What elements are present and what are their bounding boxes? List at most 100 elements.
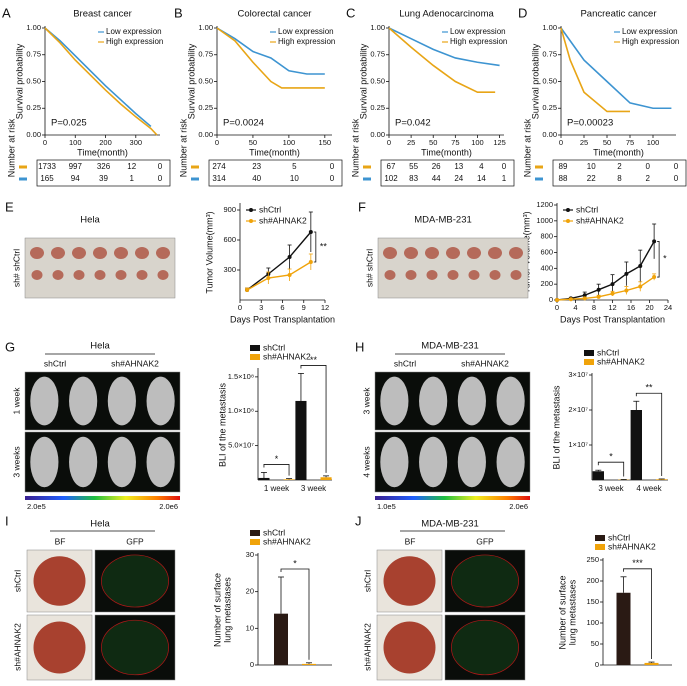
y-tick-label: 250 — [586, 555, 599, 564]
y-tick-label: 0.75 — [542, 50, 557, 59]
row-label: sh#AHNAK2 — [12, 623, 22, 671]
risk-count: 24 — [454, 174, 463, 183]
x-tick-label: 300 — [130, 138, 143, 147]
lung-outline — [101, 554, 169, 608]
significance: ** — [320, 241, 328, 251]
x-tick-label: 0 — [43, 138, 47, 147]
y-tick-label: 0.75 — [370, 50, 385, 59]
mouse — [107, 376, 136, 426]
point — [652, 275, 657, 280]
tumor — [510, 270, 522, 280]
significance-bracket — [313, 231, 317, 263]
y-tick-label: 0.25 — [370, 103, 385, 112]
bar — [283, 479, 295, 480]
x-tick-label: 6 — [280, 303, 284, 312]
x-tick-label: 16 — [627, 303, 635, 312]
y-tick-label: 200 — [540, 279, 553, 288]
column-label: GFP — [476, 536, 494, 546]
risk-count: 165 — [40, 174, 54, 183]
panel-letter: B — [174, 5, 183, 20]
risk-swatch — [191, 165, 199, 169]
point — [610, 282, 615, 287]
row-label: sh# shCtrl — [11, 249, 21, 287]
y-axis-title: Number of surface — [557, 575, 567, 649]
risk-table — [36, 159, 171, 187]
legend-label: shCtrl — [263, 342, 285, 352]
risk-count: 94 — [71, 174, 80, 183]
row-label: shCtrl — [362, 570, 372, 592]
y-tick-label: 1.5×10⁸ — [228, 372, 254, 381]
x-tick-label: 3 — [259, 303, 263, 312]
tumor — [467, 247, 481, 259]
panel-title: MDA-MB-231 — [414, 215, 472, 226]
survival-curve — [388, 27, 500, 67]
row-label: 4 weeks — [361, 446, 371, 477]
x-tick-label: 3 week — [598, 484, 624, 493]
y-tick-label: 400 — [540, 263, 553, 272]
y-tick-label: 1.00 — [370, 23, 385, 32]
point — [610, 291, 615, 296]
y-tick-label: 100 — [586, 618, 599, 627]
y-tick-label: 0.75 — [26, 50, 41, 59]
legend-swatch — [584, 359, 594, 365]
lung-outline — [451, 619, 519, 676]
y-axis-title: Survival probability — [186, 43, 196, 119]
tumor — [488, 247, 502, 259]
y-tick-label: 1200 — [536, 200, 553, 209]
x-tick-label: 75 — [451, 138, 459, 147]
risk-label: Number at risk — [350, 118, 360, 177]
survival-curve — [216, 27, 325, 75]
y-axis-title: BLI of the metastasis — [217, 382, 227, 467]
y-tick-label: 0.00 — [370, 130, 385, 139]
risk-count: 102 — [384, 174, 398, 183]
x-tick-label: 20 — [645, 303, 653, 312]
risk-count: 12 — [127, 162, 136, 171]
tumor — [384, 270, 396, 280]
scale-label: 1.0e5 — [377, 502, 396, 511]
mouse — [496, 436, 525, 488]
y-axis-title: Survival probability — [358, 43, 368, 119]
panel-letter: C — [346, 5, 355, 20]
risk-count: 4 — [479, 162, 484, 171]
lung-outline — [101, 619, 169, 676]
lung — [33, 621, 86, 674]
point — [582, 296, 587, 301]
risk-swatch — [535, 177, 543, 181]
point — [308, 260, 313, 264]
tumor — [156, 247, 170, 259]
tumor — [405, 270, 417, 280]
tumor — [425, 247, 439, 259]
row-label: sh#AHNAK2 — [362, 623, 372, 671]
legend-label: sh#AHNAK2 — [576, 215, 624, 225]
y-tick-label: 0 — [250, 660, 254, 669]
y-tick-label: 600 — [540, 247, 553, 256]
y-tick-label: 1.00 — [198, 23, 213, 32]
risk-count: 5 — [292, 162, 297, 171]
y-axis-title: BLI of the metastasis — [551, 385, 561, 470]
y-axis-title: lung metastases — [222, 577, 232, 643]
risk-label: Number at risk — [178, 118, 188, 177]
x-tick-label: 12 — [608, 303, 616, 312]
risk-count: 314 — [212, 174, 226, 183]
survival-curve — [560, 27, 630, 113]
risk-table — [552, 159, 687, 187]
mouse — [69, 436, 98, 488]
bar — [644, 662, 659, 665]
survival-curve — [44, 27, 152, 128]
scale-label: 2.0e6 — [159, 502, 178, 511]
legend-label: High expression — [278, 37, 335, 46]
risk-count: 10 — [587, 162, 596, 171]
mouse — [146, 376, 175, 426]
point — [568, 297, 573, 302]
risk-count: 44 — [432, 174, 441, 183]
panel-title: MDA-MB-231 — [421, 341, 479, 352]
x-tick-label: 75 — [626, 138, 634, 147]
x-tick-label: 25 — [580, 138, 588, 147]
point — [266, 276, 271, 280]
y-tick-label: 0 — [549, 295, 553, 304]
lung — [383, 556, 436, 606]
chart-title: Colorectal cancer — [238, 9, 312, 20]
bar — [295, 400, 307, 480]
mouse — [107, 436, 136, 488]
